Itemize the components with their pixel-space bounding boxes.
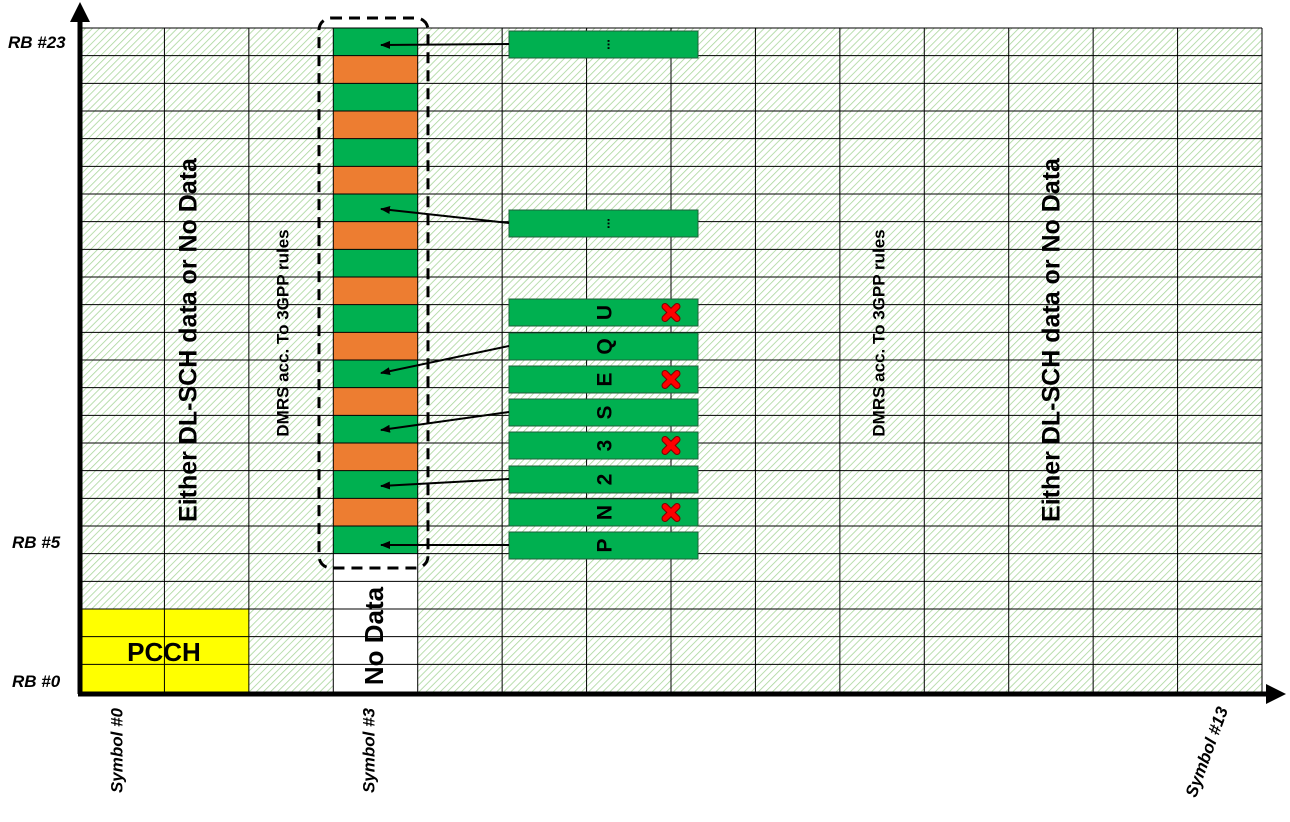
dmrs-cell-green	[333, 83, 418, 111]
mapping-arrows	[380, 40, 510, 549]
punctured-x-icon	[661, 436, 681, 455]
dmrs-cell-orange	[333, 498, 418, 526]
right-big-label: Either DL-SCH data or No Data	[1038, 157, 1066, 522]
dmrs-cell-orange	[333, 387, 418, 416]
rb-23-label: RB #23	[8, 33, 66, 52]
sequence-box	[508, 398, 699, 427]
mapping-arrow	[380, 345, 510, 376]
rb-0-label: RB #0	[12, 672, 61, 691]
sequence-boxes: ...... U Q E S 3 2 N P	[508, 30, 699, 560]
sequence-letter: P	[594, 538, 617, 552]
mapping-arrow	[380, 411, 510, 433]
dmrs-cell-orange	[333, 277, 418, 305]
dmrs-cell-orange	[333, 221, 418, 250]
dmrs-dashed-frame	[317, 16, 430, 570]
sequence-box	[508, 465, 699, 494]
right-dmrs-label: DMRS acc. To 3GPP rules	[869, 229, 888, 436]
dmrs-cell-orange	[333, 55, 418, 84]
sequence-letter: ...	[597, 39, 612, 50]
sequence-box	[508, 531, 699, 560]
dmrs-cell-green	[333, 138, 418, 167]
dmrs-cell-green	[333, 415, 418, 443]
symbol-0-label: Symbol #0	[107, 707, 126, 793]
dmrs-cell-orange	[333, 332, 418, 360]
punctured-x-icon	[661, 370, 681, 389]
sequence-letter: ...	[597, 218, 612, 229]
dmrs-cell-orange	[333, 111, 418, 139]
punctured-x-icon	[661, 303, 681, 322]
sequence-letter: E	[594, 372, 617, 386]
no-data-label: No Data	[359, 586, 389, 685]
dmrs-cell-green	[333, 526, 418, 554]
pcch-label: PCCH	[127, 637, 201, 667]
left-dmrs-label: DMRS acc. To 3GPP rules	[273, 229, 292, 436]
x-axis-arrow-icon	[1266, 684, 1286, 704]
y-axis-arrow-icon	[70, 2, 90, 22]
sequence-letter: U	[594, 305, 617, 320]
left-big-label: Either DL-SCH data or No Data	[175, 157, 203, 522]
dmrs-cell-green	[333, 304, 418, 333]
dmrs-cell-orange	[333, 166, 418, 194]
sequence-letter: Q	[594, 338, 617, 354]
mapping-arrow	[380, 478, 510, 490]
sequence-letter: S	[594, 405, 617, 419]
sequence-letter: N	[594, 505, 617, 520]
rb-5-label: RB #5	[12, 533, 61, 552]
punctured-x-icon	[661, 503, 681, 522]
sequence-letter: 3	[594, 440, 617, 452]
sequence-letter: 2	[594, 474, 617, 486]
region-fills	[80, 28, 418, 692]
sequence-box	[508, 209, 699, 238]
dmrs-cell-green	[333, 194, 418, 222]
no-data-region	[333, 553, 418, 692]
mapping-arrow	[380, 40, 510, 49]
dmrs-cell-orange	[333, 443, 418, 471]
sequence-box	[508, 332, 699, 361]
dmrs-cell-green	[333, 28, 418, 56]
sequence-box	[508, 30, 699, 59]
dmrs-cell-green	[333, 360, 418, 388]
mapping-arrow	[380, 206, 510, 224]
grid-lines	[79, 27, 1263, 693]
symbol-3-label: Symbol #3	[359, 707, 378, 793]
symbol-13-label: Symbol #13	[1182, 704, 1232, 800]
dmrs-cell-green	[333, 249, 418, 277]
